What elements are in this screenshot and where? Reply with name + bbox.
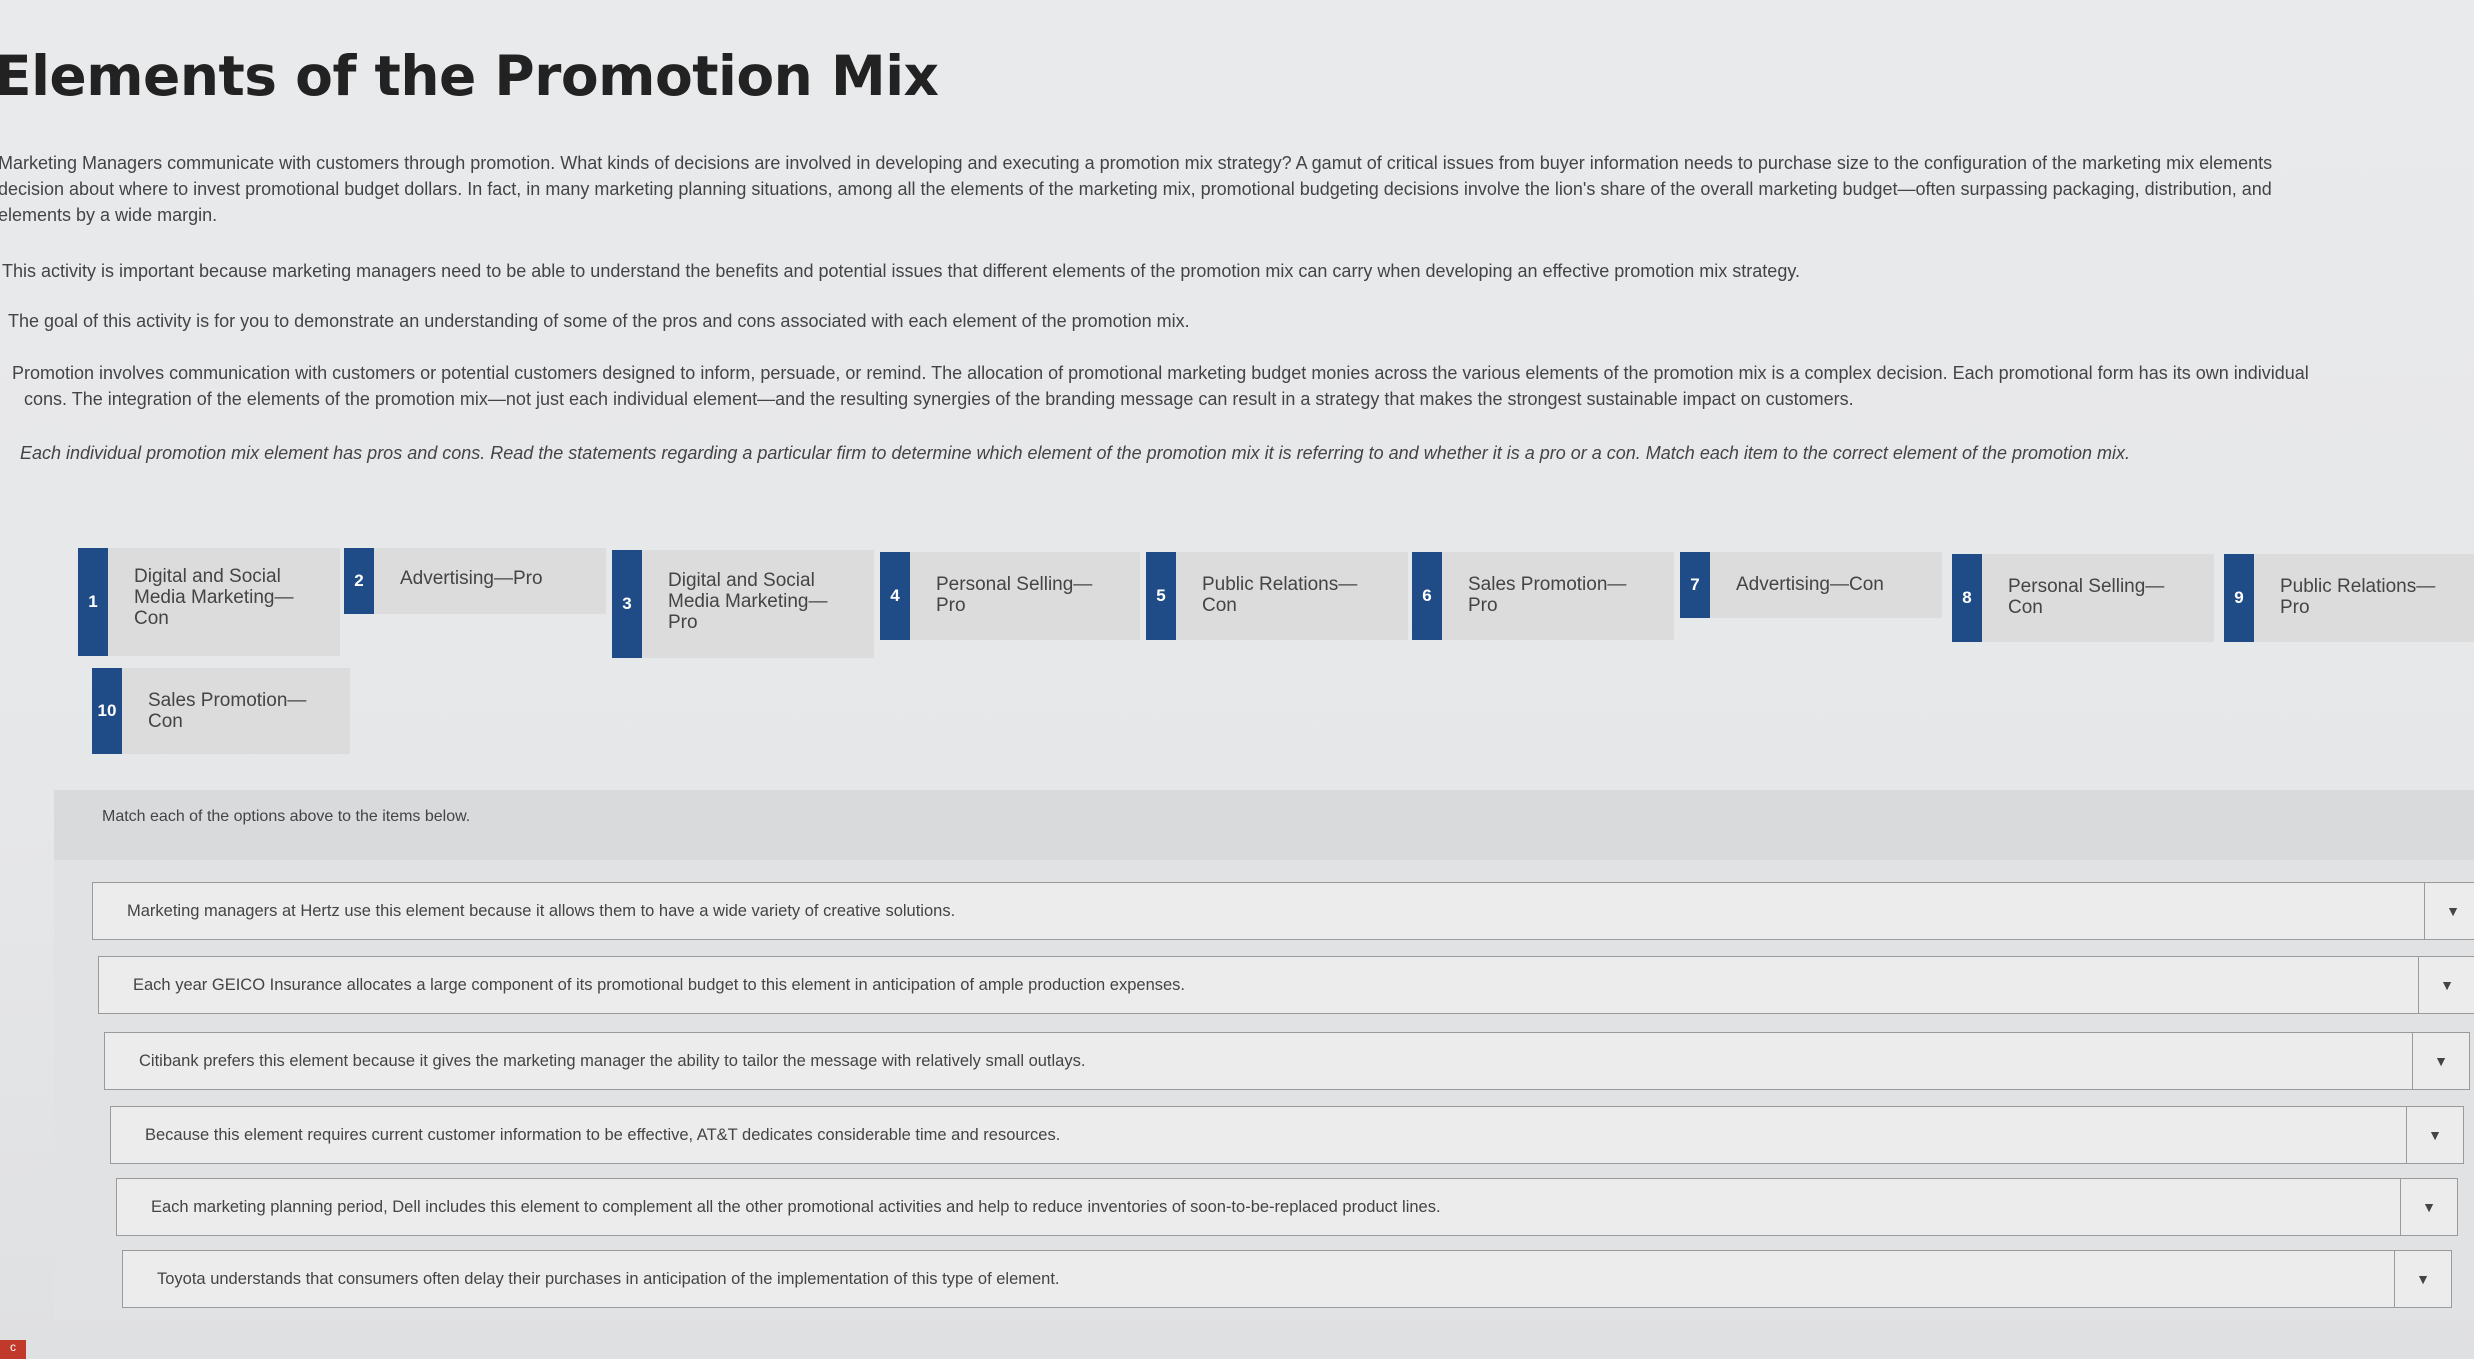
promotion-line-2: cons. The integration of the elements of…	[24, 389, 1854, 409]
promotion-line-1: Promotion involves communication with cu…	[12, 363, 2309, 383]
match-item-statement: Each marketing planning period, Dell inc…	[151, 1197, 1441, 1216]
intro-paragraph: Marketing Managers communicate with cust…	[0, 150, 2272, 228]
page-title: Elements of the Promotion Mix	[0, 44, 939, 108]
caret-down-icon[interactable]: ▼	[2412, 1033, 2469, 1089]
intro-line-1: Marketing Managers communicate with cust…	[0, 153, 2273, 173]
option-tile-10[interactable]: 10 Sales Promotion—Con	[92, 668, 350, 754]
option-tile-5[interactable]: 5 Public Relations—Con	[1146, 552, 1408, 640]
goal-paragraph: The goal of this activity is for you to …	[8, 311, 1190, 331]
caret-down-icon[interactable]: ▼	[2418, 957, 2474, 1013]
match-item-3: Citibank prefers this element because it…	[104, 1032, 2470, 1090]
caret-down-icon[interactable]: ▼	[2406, 1107, 2463, 1163]
intro-line-3: elements by a wide margin.	[0, 205, 218, 225]
option-number-badge: 3	[612, 550, 642, 658]
option-label: Public Relations—Pro	[2280, 576, 2436, 618]
option-label: Personal Selling—Pro	[936, 574, 1093, 616]
option-label: Digital and Social Media Marketing—Pro	[668, 570, 828, 633]
option-tile-8[interactable]: 8 Personal Selling—Con	[1952, 554, 2214, 642]
match-item-2: Each year GEICO Insurance allocates a la…	[98, 956, 2474, 1014]
match-item-statement: Each year GEICO Insurance allocates a la…	[133, 975, 1186, 994]
task-paragraph: Each individual promotion mix element ha…	[20, 443, 2131, 463]
option-number-badge: 10	[92, 668, 122, 754]
option-label: Personal Selling—Con	[2008, 576, 2165, 618]
corner-tab[interactable]: c	[0, 1340, 26, 1359]
match-item-1: Marketing managers at Hertz use this ele…	[92, 882, 2474, 940]
option-label: Sales Promotion—Pro	[1468, 574, 1627, 616]
option-number-badge: 1	[78, 548, 108, 656]
option-number-badge: 2	[344, 548, 374, 614]
option-label: Sales Promotion—Con	[148, 690, 307, 732]
option-tile-4[interactable]: 4 Personal Selling—Pro	[880, 552, 1140, 640]
caret-down-icon[interactable]: ▼	[2424, 883, 2474, 939]
option-tile-7[interactable]: 7 Advertising—Con	[1680, 552, 1942, 618]
match-item-statement: Citibank prefers this element because it…	[139, 1051, 1086, 1070]
option-tile-9[interactable]: 9 Public Relations—Pro	[2224, 554, 2474, 642]
importance-paragraph: This activity is important because marke…	[2, 261, 1800, 281]
option-tile-1[interactable]: 1 Digital and Social Media Marketing—Con	[78, 548, 340, 656]
match-item-6: Toyota understands that consumers often …	[122, 1250, 2452, 1308]
match-item-5: Each marketing planning period, Dell inc…	[116, 1178, 2458, 1236]
option-label: Public Relations—Con	[1202, 574, 1358, 616]
option-tile-6[interactable]: 6 Sales Promotion—Pro	[1412, 552, 1674, 640]
match-item-statement: Because this element requires current cu…	[145, 1125, 1061, 1144]
option-label: Digital and Social Media Marketing—Con	[134, 566, 294, 629]
option-tile-2[interactable]: 2 Advertising—Pro	[344, 548, 606, 614]
option-number-badge: 9	[2224, 554, 2254, 642]
option-label: Advertising—Con	[1736, 574, 1884, 595]
match-item-statement: Toyota understands that consumers often …	[157, 1269, 1060, 1288]
promotion-paragraph: Promotion involves communication with cu…	[12, 360, 2309, 412]
option-number-badge: 5	[1146, 552, 1176, 640]
match-instructions: Match each of the options above to the i…	[102, 808, 471, 825]
caret-down-icon[interactable]: ▼	[2400, 1179, 2457, 1235]
option-number-badge: 6	[1412, 552, 1442, 640]
match-item-statement: Marketing managers at Hertz use this ele…	[127, 901, 956, 920]
option-number-badge: 7	[1680, 552, 1710, 618]
caret-down-icon[interactable]: ▼	[2394, 1251, 2451, 1307]
intro-line-2: decision about where to invest promotion…	[0, 179, 2272, 199]
match-item-4: Because this element requires current cu…	[110, 1106, 2464, 1164]
option-number-badge: 8	[1952, 554, 1982, 642]
option-tile-3[interactable]: 3 Digital and Social Media Marketing—Pro	[612, 550, 874, 658]
option-number-badge: 4	[880, 552, 910, 640]
option-label: Advertising—Pro	[400, 568, 543, 589]
